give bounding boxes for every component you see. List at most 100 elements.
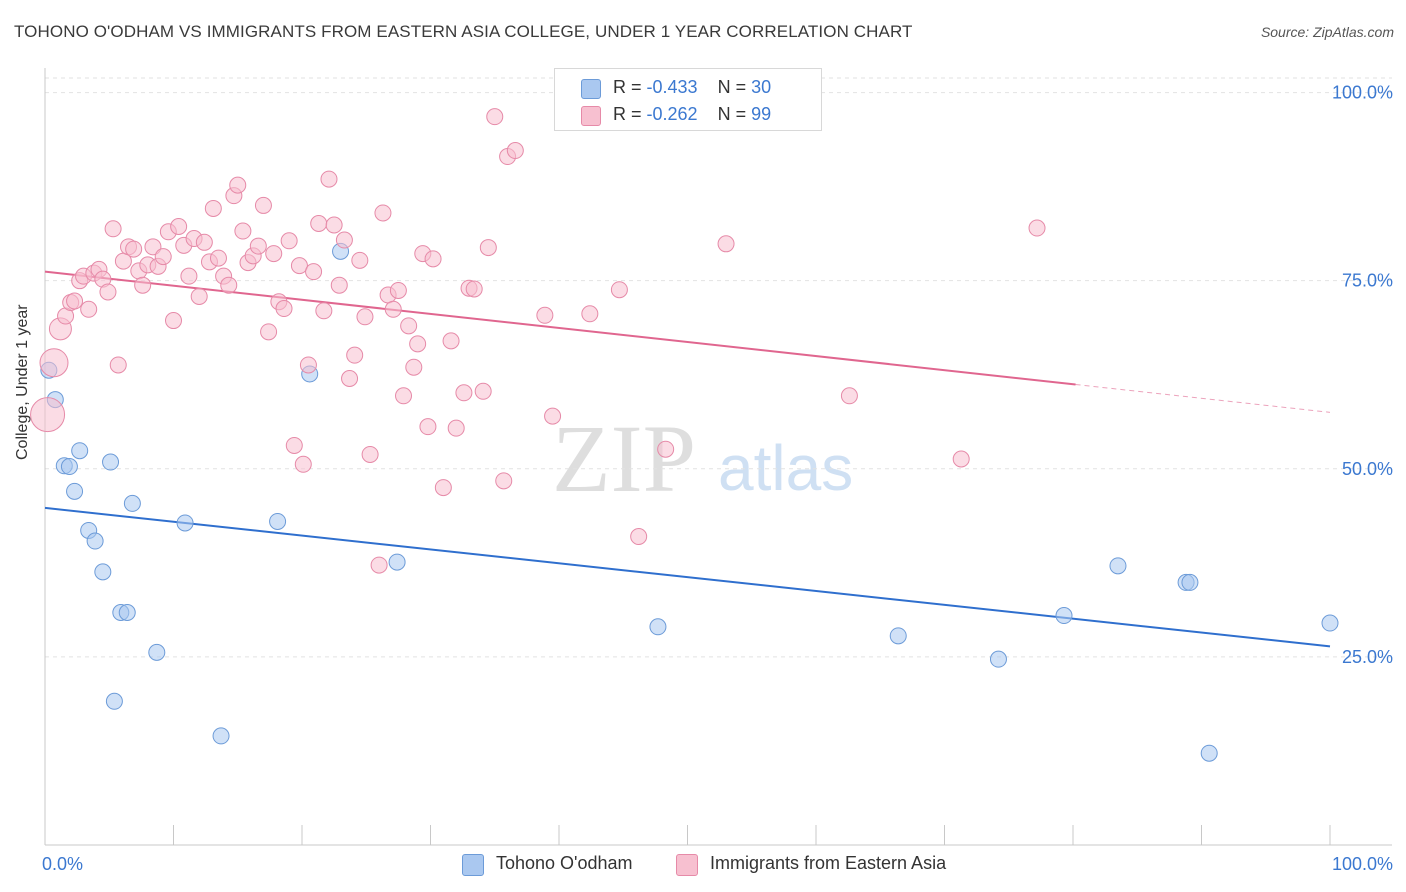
y-axis-label: College, Under 1 year (14, 304, 31, 460)
eastern-asia-point (374, 204, 392, 222)
eastern-asia-point (254, 196, 272, 214)
eastern-asia-point (134, 276, 152, 294)
eastern-asia-point (536, 306, 554, 324)
tohono-point (176, 514, 194, 532)
legend-swatch-eastern-asia (581, 106, 601, 126)
eastern-asia-point (657, 440, 675, 458)
y-tick-label: 50.0% (1342, 459, 1393, 479)
eastern-asia-point (265, 245, 283, 263)
eastern-asia-point (486, 108, 504, 126)
eastern-asia-point (30, 397, 66, 433)
eastern-asia-point (315, 302, 333, 320)
watermark: ZIP atlas (552, 405, 853, 512)
legend-label-tohono: Tohono O'odham (496, 853, 633, 873)
source-label: Source: ZipAtlas.com (1260, 24, 1394, 40)
tohono-point (86, 532, 104, 550)
eastern-asia-point (39, 348, 69, 378)
eastern-asia-point (125, 240, 143, 258)
eastern-asia-point (419, 418, 437, 436)
eastern-asia-point (717, 235, 735, 253)
eastern-asia-point (474, 382, 492, 400)
eastern-asia-point (479, 239, 497, 257)
eastern-asia-point (229, 176, 247, 194)
tohono-point (1055, 607, 1073, 625)
legend-swatch-eastern-asia (676, 854, 698, 876)
tohono-point (105, 692, 123, 710)
tohono-trend-line (44, 506, 1331, 648)
eastern-asia-point (299, 356, 317, 374)
eastern-asia-point (356, 308, 374, 326)
eastern-asia-point (220, 276, 238, 294)
tohono-point (71, 442, 89, 460)
legend-swatch-tohono (581, 79, 601, 99)
eastern-asia-point (335, 231, 353, 249)
data-points (30, 108, 1339, 762)
chart-title: TOHONO O'ODHAM VS IMMIGRANTS FROM EASTER… (14, 22, 913, 41)
eastern-asia-point (346, 346, 364, 364)
y-tick-label: 25.0% (1342, 647, 1393, 667)
grid-lines (45, 77, 1392, 658)
watermark-zip: ZIP (552, 405, 696, 512)
eastern-asia-point (434, 479, 452, 497)
tohono-point (1200, 744, 1218, 762)
legend-swatch-tohono (462, 854, 484, 876)
eastern-asia-point (165, 312, 182, 330)
eastern-asia-point (260, 323, 278, 341)
eastern-asia-point (341, 369, 359, 387)
x-tick-label: 0.0% (42, 854, 83, 874)
eastern-asia-trend-line (44, 270, 1076, 386)
eastern-asia-point (330, 276, 348, 294)
n-label: N = (717, 104, 752, 124)
eastern-asia-trend-extension (1075, 384, 1331, 413)
eastern-asia-point (455, 384, 473, 402)
eastern-asia-point (544, 407, 562, 425)
eastern-asia-point (1028, 219, 1046, 237)
eastern-asia-point (66, 292, 84, 310)
eastern-asia-point (285, 436, 303, 454)
eastern-asia-point (280, 232, 298, 250)
tohono-point (123, 494, 141, 512)
n-value: 99 (751, 104, 772, 124)
r-label: R = (613, 104, 647, 124)
r-value: -0.433 (646, 77, 698, 97)
n-label: N = (717, 77, 752, 97)
legend-label-eastern-asia: Immigrants from Eastern Asia (710, 853, 947, 873)
eastern-asia-point (405, 358, 423, 376)
tohono-point (269, 512, 287, 530)
tohono-point (649, 618, 667, 636)
r-label: R = (613, 77, 647, 97)
eastern-asia-point (952, 450, 970, 468)
eastern-asia-point (310, 214, 328, 232)
eastern-asia-point (144, 238, 162, 256)
eastern-asia-point (180, 267, 198, 285)
eastern-asia-point (80, 300, 98, 318)
tohono-point (1109, 557, 1127, 575)
tohono-point (66, 482, 84, 500)
eastern-asia-point (234, 222, 252, 240)
eastern-asia-point (424, 250, 442, 268)
tohono-point (889, 627, 907, 645)
y-tick-label: 75.0% (1342, 271, 1393, 291)
eastern-asia-point (581, 305, 599, 323)
eastern-asia-point (389, 281, 407, 299)
eastern-asia-point (104, 220, 122, 238)
eastern-asia-point (320, 170, 338, 188)
trend-lines (44, 270, 1331, 648)
eastern-asia-point (170, 218, 188, 236)
eastern-asia-point (290, 257, 308, 275)
eastern-asia-point (506, 142, 524, 160)
eastern-asia-point (409, 335, 427, 353)
eastern-asia-point (442, 332, 460, 350)
eastern-asia-point (154, 248, 172, 266)
eastern-asia-point (400, 317, 418, 335)
tohono-point (102, 453, 120, 471)
eastern-asia-point (447, 419, 465, 437)
x-tick-label: 100.0% (1332, 854, 1393, 874)
tohono-point (148, 643, 166, 661)
eastern-asia-point (190, 287, 208, 305)
n-value: 30 (751, 77, 772, 97)
r-value: -0.262 (646, 104, 698, 124)
eastern-asia-point (840, 387, 858, 405)
tohono-point (989, 650, 1007, 668)
